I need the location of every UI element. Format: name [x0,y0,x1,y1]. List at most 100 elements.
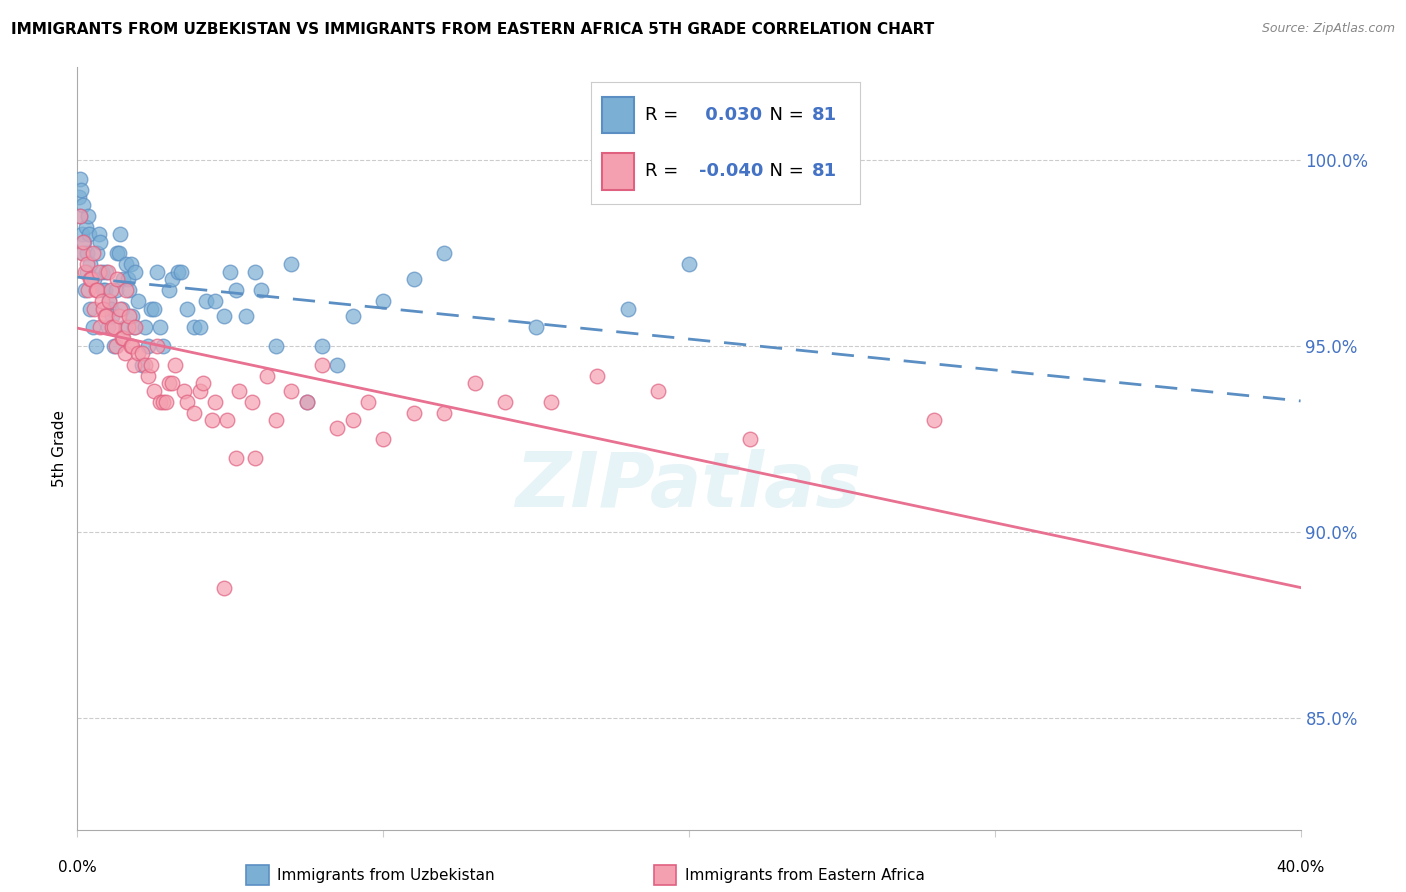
Point [219,264,242,278]
Point [243,450,266,465]
Point [97,320,120,334]
Point [371,294,394,309]
Point [69,209,91,223]
Point [136,339,159,353]
Point [103,339,125,353]
Point [87,227,110,242]
Point [647,384,669,398]
Point [188,320,211,334]
Point [72,246,94,260]
Point [120,339,142,353]
Point [108,227,131,242]
Point [69,209,91,223]
Point [280,384,302,398]
Point [83,301,105,316]
Text: Immigrants from Uzbekistan: Immigrants from Uzbekistan [277,868,495,882]
Point [94,283,117,297]
Point [264,339,287,353]
Point [91,283,114,297]
Point [160,376,183,391]
Point [107,246,129,260]
Point [183,406,205,420]
Point [70,246,93,260]
Point [114,320,136,334]
Point [188,384,211,398]
Point [112,272,135,286]
Point [160,272,183,286]
Text: 40.0%: 40.0% [1277,860,1324,875]
Point [176,301,198,316]
Point [105,246,128,260]
Point [212,581,235,595]
Point [86,246,108,260]
Point [165,358,187,372]
Point [131,346,153,360]
Point [89,235,111,249]
Point [115,257,138,271]
Point [76,257,98,271]
Text: Source: ZipAtlas.com: Source: ZipAtlas.com [1261,22,1395,36]
Point [225,283,247,297]
Point [70,183,93,197]
Point [103,320,125,334]
Point [371,432,394,446]
Point [146,264,169,278]
Point [73,235,96,249]
Point [183,320,205,334]
Point [112,331,135,345]
Point [225,450,247,465]
Point [170,264,193,278]
Point [740,432,762,446]
Point [155,394,177,409]
Point [84,339,107,353]
Text: Immigrants from Eastern Africa: Immigrants from Eastern Africa [685,868,925,882]
Point [280,257,302,271]
Point [114,346,136,360]
Point [72,235,94,249]
Point [90,294,112,309]
Point [235,309,257,323]
Point [524,320,547,334]
Point [204,394,226,409]
Point [100,301,122,316]
Point [264,413,287,427]
Point [586,368,609,383]
Point [243,264,266,278]
Point [342,309,364,323]
Point [67,190,90,204]
Point [72,197,94,211]
Point [73,264,96,278]
Point [111,301,134,316]
Point [250,283,273,297]
Point [139,301,162,316]
Point [121,339,143,353]
Point [131,358,153,372]
Point [194,294,217,309]
Point [152,394,174,409]
Point [167,264,190,278]
Point [176,394,198,409]
Point [124,320,146,334]
Point [73,283,96,297]
Point [76,264,98,278]
Point [464,376,486,391]
Point [540,394,562,409]
Point [117,272,139,286]
Point [201,413,224,427]
Point [256,368,278,383]
Point [69,171,91,186]
Point [142,301,165,316]
Point [79,301,101,316]
Text: 0.0%: 0.0% [58,860,97,875]
Point [311,339,333,353]
Point [89,320,111,334]
Point [76,246,98,260]
Point [120,257,142,271]
Point [82,246,104,260]
Point [115,283,138,297]
Point [108,301,131,316]
Point [139,358,162,372]
Point [311,358,333,372]
Point [146,339,169,353]
Point [228,384,250,398]
